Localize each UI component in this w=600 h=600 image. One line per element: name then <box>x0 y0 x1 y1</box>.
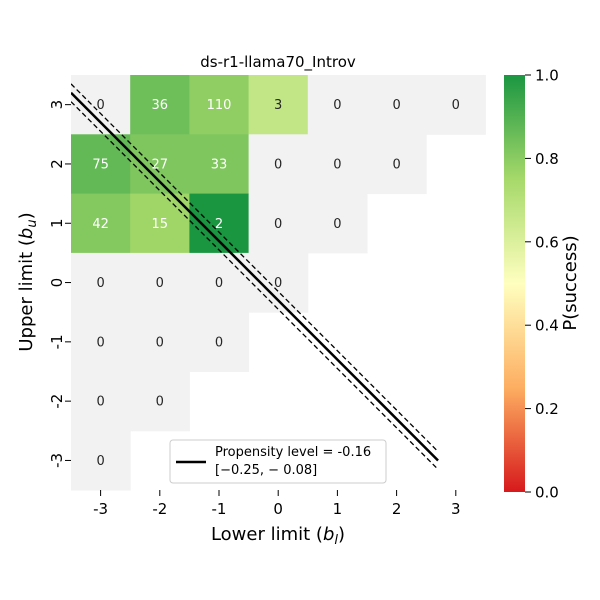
heatmap-cell-label: 27 <box>152 157 169 172</box>
heatmap-cell-label: 0 <box>274 157 282 172</box>
y-tick-label: -1 <box>48 334 66 349</box>
propensity-upper-bound <box>71 83 439 453</box>
heatmap-cell-label: 33 <box>211 157 228 172</box>
heatmap-cell-label: 110 <box>207 98 232 113</box>
x-tick-label: -3 <box>93 500 108 518</box>
heatmap-cells <box>71 75 486 491</box>
heatmap-cell <box>248 134 309 195</box>
colorbar-tick-label: 0.8 <box>535 150 559 168</box>
y-tick-label: 2 <box>48 159 66 169</box>
heatmap-cell <box>71 371 131 432</box>
legend: Propensity level = -0.16 [−0.25, − 0.08] <box>169 439 387 484</box>
heatmap-cell <box>71 75 131 135</box>
heatmap-cell <box>367 75 427 135</box>
legend-interval: [−0.25, − 0.08] <box>215 463 317 478</box>
colorbar-ticks: 0.0 0.2 0.4 0.6 0.8 1.0 <box>525 67 559 502</box>
heatmap-cell-label: 0 <box>156 335 164 350</box>
colorbar-tick-label: 0.0 <box>535 484 559 502</box>
heatmap-cell-label: 0 <box>156 395 164 410</box>
heatmap-cell <box>307 193 368 254</box>
y-tick-label: -3 <box>48 453 66 468</box>
legend-box <box>169 439 387 484</box>
heatmap-cell-label: 0 <box>215 276 223 291</box>
heatmap-cell-label: 0 <box>96 395 104 410</box>
chart-title: ds-r1-llama70_Introv <box>200 53 356 72</box>
heatmap-cell <box>130 134 190 195</box>
heatmap-cell <box>71 252 131 313</box>
x-tick-label: 1 <box>333 500 343 518</box>
heatmap-cell-label: 0 <box>96 98 104 113</box>
x-tick-label: 2 <box>392 500 402 518</box>
heatmap-cell <box>71 193 131 254</box>
y-tick-label: 3 <box>48 100 66 110</box>
heatmap-cell <box>189 193 250 254</box>
heatmap-cell <box>248 252 309 313</box>
heatmap-cell-label: 0 <box>215 335 223 350</box>
colorbar-tick-label: 0.2 <box>535 400 559 418</box>
heatmap-cell-label: 15 <box>152 217 169 232</box>
heatmap-cell-label: 42 <box>92 217 109 232</box>
y-tick-label: 0 <box>48 278 66 288</box>
heatmap-cell <box>189 134 250 195</box>
x-tick-label: 3 <box>451 500 461 518</box>
heatmap-cell <box>71 312 131 372</box>
x-axis-ticks: -3 -2 -1 0 1 2 3 <box>93 490 461 518</box>
heatmap-cell-label: 0 <box>96 454 104 469</box>
y-tick-label: 1 <box>48 218 66 228</box>
heatmap-cell-label: 0 <box>96 335 104 350</box>
heatmap-cell <box>130 75 190 135</box>
legend-entry: Propensity level = -0.16 <box>215 445 371 460</box>
heatmap-cell-label: 0 <box>452 98 460 113</box>
heatmap-cell <box>367 134 427 195</box>
heatmap-cell <box>426 75 486 135</box>
heatmap-cell-label: 75 <box>92 157 109 172</box>
heatmap-cell <box>130 252 190 313</box>
heatmap-cell-label: 0 <box>333 217 341 232</box>
colorbar-gradient <box>504 75 525 492</box>
heatmap-cell-label: 2 <box>215 217 223 232</box>
heatmap-cell-label: 0 <box>274 217 282 232</box>
heatmap-cell-label: 0 <box>96 276 104 291</box>
colorbar-tick-label: 0.6 <box>535 233 559 251</box>
heatmap-cell-label: 3 <box>274 98 282 113</box>
x-tick-label: 0 <box>273 500 283 518</box>
x-tick-label: -2 <box>152 500 167 518</box>
colorbar-tick-label: 0.4 <box>535 317 559 335</box>
heatmap-cell-label: 36 <box>152 98 169 113</box>
colorbar-label: P(success) <box>560 235 581 330</box>
colorbar: 0.0 0.2 0.4 0.6 0.8 1.0 P(success) <box>504 67 581 502</box>
heatmap-cell <box>307 134 368 195</box>
heatmap-cell-label: 0 <box>392 98 400 113</box>
y-axis-label: Upper limit (bu) <box>16 212 40 351</box>
heatmap-cell <box>71 430 131 491</box>
heatmap-cell-labels: 0 36 110 3 0 0 0 75 27 33 0 0 0 42 15 2 0 0 0 0 0 0 0 0 0 0 0 0 <box>92 98 460 469</box>
heatmap-cell <box>130 371 190 432</box>
heatmap-cell-label: 0 <box>274 276 282 291</box>
y-axis-ticks: 3 2 1 0 -1 -2 -3 <box>48 100 71 468</box>
propensity-lines <box>71 83 439 470</box>
heatmap-cell-label: 0 <box>392 157 400 172</box>
heatmap-cell-label: 0 <box>333 157 341 172</box>
heatmap-cell <box>248 193 309 254</box>
propensity-lower-bound <box>71 101 439 470</box>
x-axis-label: Lower limit (bl) <box>211 524 345 548</box>
heatmap-cell-label: 0 <box>333 98 341 113</box>
heatmap-cell <box>307 75 368 135</box>
heatmap-cell <box>189 75 250 135</box>
heatmap-cell <box>248 75 309 135</box>
propensity-line <box>71 91 439 462</box>
heatmap-cell <box>189 312 250 372</box>
x-tick-label: -1 <box>212 500 227 518</box>
heatmap-cell <box>130 312 190 372</box>
y-tick-label: -2 <box>48 394 66 409</box>
colorbar-tick-label: 1.0 <box>535 67 559 85</box>
heatmap-cell-label: 0 <box>156 276 164 291</box>
